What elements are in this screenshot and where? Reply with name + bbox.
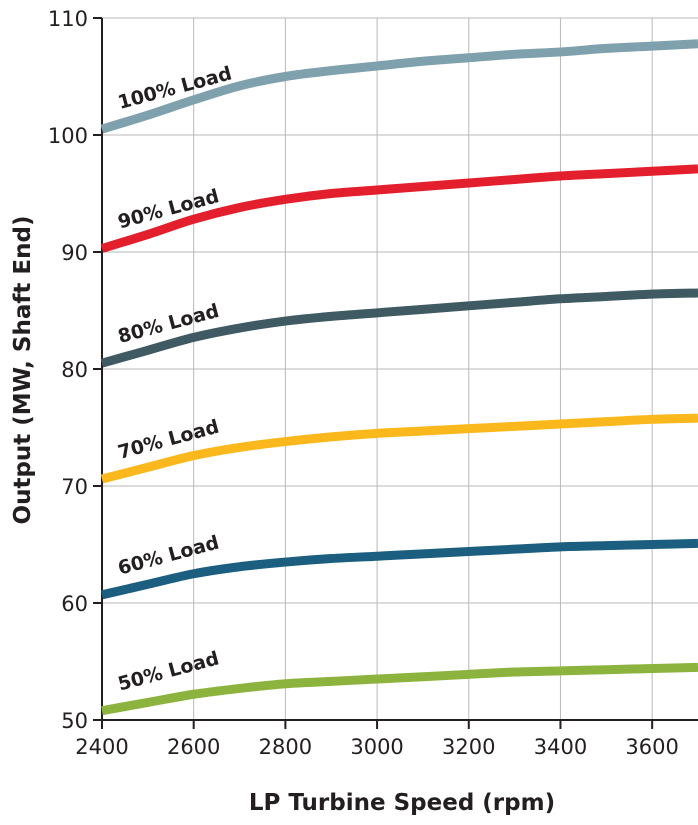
series-line-100-load [100, 39, 698, 134]
y-axis-ticks: 50 60 70 80 90 100 110 [48, 7, 88, 733]
grid [102, 17, 698, 720]
series-line-50-load [101, 662, 698, 716]
x-tick-label: 3400 [534, 735, 587, 759]
x-axis-ticks: 2400 2600 2800 3000 3200 3400 3600 [75, 735, 679, 759]
series-line-70-load [100, 413, 698, 484]
y-axis-title: Output (MW, Shaft End) [10, 216, 36, 525]
x-tick-label: 3600 [625, 735, 678, 759]
x-axis-title: LP Turbine Speed (rpm) [249, 790, 555, 816]
series-line-80-load [100, 288, 698, 368]
series-lines [100, 39, 698, 716]
y-tick-label: 100 [48, 124, 88, 148]
x-tick-label: 3000 [350, 735, 403, 759]
y-tick-label: 110 [48, 7, 88, 31]
y-tick-label: 80 [61, 358, 88, 382]
plot-frame [93, 17, 698, 729]
y-tick-label: 70 [61, 475, 88, 499]
x-tick-label: 2800 [259, 735, 312, 759]
series-line-60-load [100, 538, 698, 600]
series-line-90-load [100, 164, 698, 253]
y-tick-label: 60 [61, 592, 88, 616]
y-tick-label: 50 [61, 709, 88, 733]
y-tick-label: 90 [61, 241, 88, 265]
x-tick-label: 3200 [442, 735, 495, 759]
x-tick-label: 2600 [167, 735, 220, 759]
x-tick-label: 2400 [75, 735, 128, 759]
